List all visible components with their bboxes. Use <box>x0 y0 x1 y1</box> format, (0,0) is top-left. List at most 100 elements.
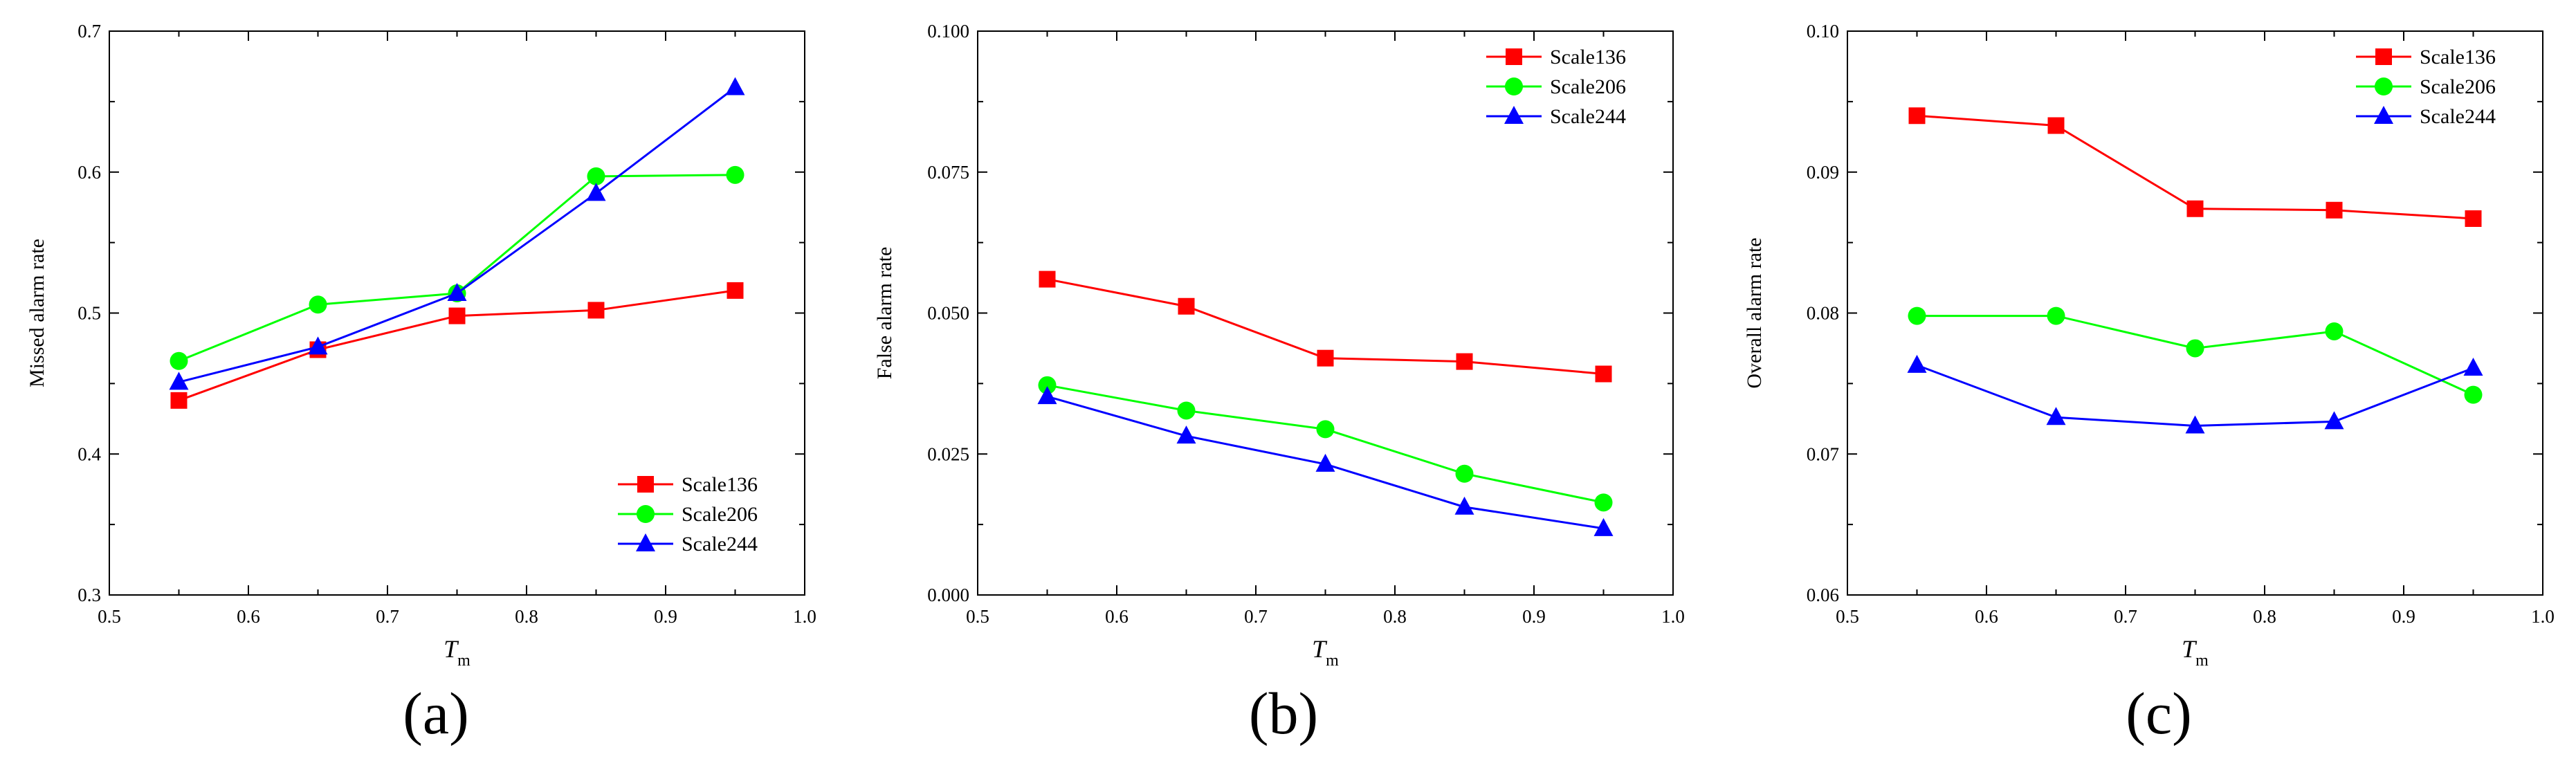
legend-label: Scale136 <box>1550 46 1626 68</box>
data-point-Scale244 <box>2463 357 2483 376</box>
x-tick-label: 0.5 <box>98 606 121 627</box>
chart-panel-1: 0.5 0.6 0.7 0.8 0.9 1.0 0.000 0.025 0.050 0.075 0.… <box>873 21 1685 746</box>
x-axis-label-main: T <box>2182 635 2198 663</box>
series-line-Scale206 <box>178 174 736 363</box>
series-line-Scale244 <box>179 86 736 383</box>
x-tick-label: 0.6 <box>1975 606 1998 627</box>
data-point-Scale136 <box>170 392 188 409</box>
x-axis-label: Tm <box>2182 635 2209 670</box>
data-point-Scale136 <box>1595 365 1612 383</box>
x-axis-label: Tm <box>1312 635 1339 670</box>
x-tick-label: 0.9 <box>2392 606 2415 627</box>
y-tick-label: 0.5 <box>77 303 101 324</box>
x-tick-label: 0.7 <box>1244 606 1268 627</box>
chart-panel-2: 0.5 0.6 0.7 0.8 0.9 1.0 0.06 0.07 0.08 0.09 0.10 Ov… <box>1743 21 2555 746</box>
data-point-Scale244 <box>308 336 328 355</box>
data-point-Scale136 <box>2465 210 2482 227</box>
data-point-Scale136 <box>1039 271 1056 288</box>
series-line-Scale206 <box>1047 384 1604 504</box>
data-point-Scale136 <box>587 302 605 319</box>
legend-marker-Scale136 <box>1506 48 1522 65</box>
legend-label: Scale136 <box>2420 46 2496 68</box>
data-point-Scale206 <box>587 167 605 185</box>
x-tick-label: 1.0 <box>793 606 816 627</box>
y-axis-label: Overall alarm rate <box>1743 237 1766 388</box>
legend-marker-Scale206 <box>2375 77 2393 95</box>
y-tick-label: 0.6 <box>77 162 101 183</box>
x-tick-label: 0.5 <box>1836 606 1859 627</box>
y-tick-label: 0.7 <box>77 21 101 42</box>
y-tick-label: 0.000 <box>927 585 969 605</box>
y-tick-label: 0.10 <box>1807 21 1839 42</box>
x-axis-label-subscript: m <box>2195 652 2209 670</box>
panel-label: (b) <box>1249 680 1318 746</box>
x-axis-label-main: T <box>1312 635 1328 663</box>
panel-label: (c) <box>2126 680 2191 746</box>
data-point-Scale136 <box>1456 353 1473 370</box>
data-point-Scale244 <box>725 77 745 95</box>
data-point-Scale136 <box>2047 117 2065 134</box>
y-tick-label: 0.075 <box>927 162 969 183</box>
y-tick-label: 0.4 <box>77 443 101 464</box>
x-tick-label: 0.9 <box>654 606 677 627</box>
series-line-Scale136 <box>178 289 736 402</box>
data-point-Scale244 <box>1907 354 1927 373</box>
x-axis-label-main: T <box>444 635 459 663</box>
legend-label: Scale206 <box>2420 75 2496 98</box>
data-point-Scale244 <box>447 282 467 301</box>
x-axis-label: Tm <box>444 635 471 670</box>
data-point-Scale206 <box>1455 464 1474 483</box>
x-tick-label: 1.0 <box>2531 606 2555 627</box>
y-tick-label: 0.3 <box>77 585 101 605</box>
data-point-Scale244 <box>1176 425 1196 444</box>
data-point-Scale244 <box>2046 407 2066 425</box>
x-tick-label: 0.9 <box>1522 606 1546 627</box>
x-axis-label-subscript: m <box>1326 652 1339 670</box>
y-tick-label: 0.06 <box>1807 585 1839 605</box>
data-point-Scale206 <box>309 295 327 314</box>
data-point-Scale206 <box>170 351 188 370</box>
data-point-Scale206 <box>1177 401 1196 420</box>
y-tick-label: 0.09 <box>1807 162 1839 183</box>
legend-marker-Scale244 <box>2374 106 2393 124</box>
data-point-Scale206 <box>1594 493 1613 512</box>
legend-label: Scale136 <box>682 473 758 496</box>
legend-label: Scale244 <box>682 533 758 556</box>
data-point-Scale206 <box>1908 306 1926 325</box>
data-point-Scale136 <box>1908 107 1926 125</box>
x-tick-label: 1.0 <box>1661 606 1685 627</box>
data-point-Scale244 <box>2185 415 2205 434</box>
legend-marker-Scale244 <box>1504 106 1524 124</box>
y-tick-label: 0.100 <box>927 21 969 42</box>
legend-marker-Scale136 <box>2375 48 2392 65</box>
x-tick-label: 0.5 <box>966 606 989 627</box>
legend-label: Scale244 <box>1550 105 1626 128</box>
y-tick-label: 0.025 <box>927 443 969 464</box>
x-tick-label: 0.8 <box>2253 606 2276 627</box>
x-tick-label: 0.6 <box>237 606 260 627</box>
y-tick-label: 0.07 <box>1807 443 1839 464</box>
data-point-Scale206 <box>1316 420 1335 439</box>
x-tick-label: 0.6 <box>1105 606 1129 627</box>
data-point-Scale206 <box>2464 385 2483 404</box>
data-point-Scale244 <box>1454 496 1474 515</box>
data-point-Scale206 <box>2047 306 2065 325</box>
data-point-Scale206 <box>2186 339 2204 358</box>
x-tick-label: 0.8 <box>1383 606 1407 627</box>
data-point-Scale244 <box>1593 517 1614 536</box>
data-point-Scale136 <box>1317 349 1334 367</box>
y-tick-label: 0.08 <box>1807 303 1839 324</box>
data-point-Scale136 <box>2326 201 2343 219</box>
data-point-Scale136 <box>2186 200 2204 217</box>
legend-label: Scale244 <box>2420 105 2496 128</box>
x-tick-label: 0.8 <box>515 606 538 627</box>
legend-marker-Scale244 <box>636 533 655 551</box>
data-point-Scale136 <box>727 282 744 299</box>
legend-marker-Scale136 <box>637 476 654 493</box>
y-axis-label: Missed alarm rate <box>26 239 48 387</box>
data-point-Scale244 <box>1037 386 1057 405</box>
data-point-Scale244 <box>1315 453 1335 472</box>
y-tick-label: 0.050 <box>927 303 969 324</box>
data-point-Scale206 <box>1038 376 1057 394</box>
panel-label: (a) <box>403 680 468 746</box>
